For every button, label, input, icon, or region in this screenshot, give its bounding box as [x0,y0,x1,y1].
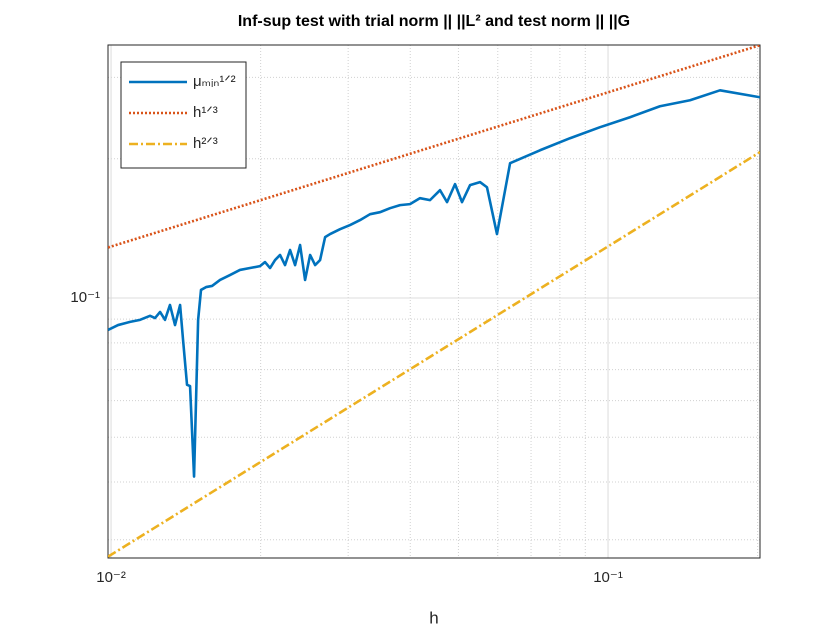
series-line [108,45,760,249]
series-line [108,150,760,558]
axes-box [107,44,761,559]
legend-label: μₘᵢₙ¹ᐟ² [193,73,236,90]
chart-title: Inf-sup test with trial norm || ||L² and… [238,13,630,30]
legend: μₘᵢₙ¹ᐟ² h¹ᐟ³ h²ᐟ³ [120,61,247,169]
legend-label: h²ᐟ³ [193,135,218,152]
plot-lines [108,45,760,558]
legend-label: h¹ᐟ³ [193,104,218,121]
series-line [108,89,760,478]
legend-box [120,61,247,169]
x-tick-label: 10⁻² [96,569,126,586]
y-tick-label: 10⁻¹ [70,289,100,306]
x-tick-label: 10⁻¹ [593,569,623,586]
x-axis-label: h [429,608,438,627]
